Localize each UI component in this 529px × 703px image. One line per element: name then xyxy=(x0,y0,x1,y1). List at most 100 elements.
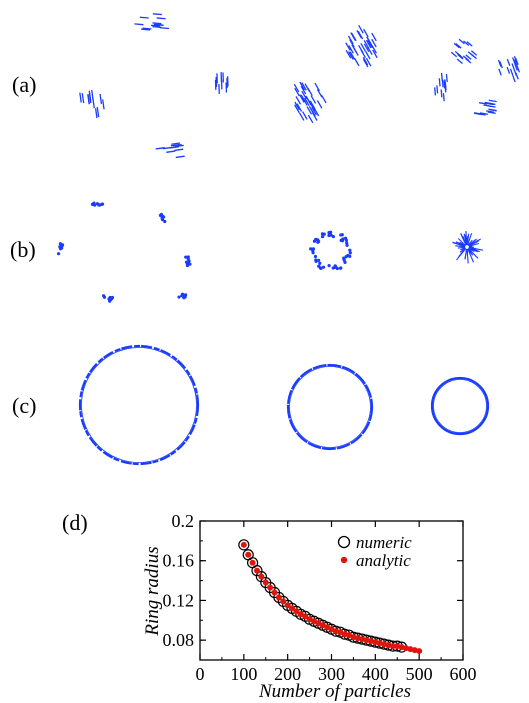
particle xyxy=(97,203,101,207)
panel-label-b: (b) xyxy=(10,237,36,262)
analytic-point xyxy=(262,579,269,586)
particle xyxy=(328,232,332,236)
particle xyxy=(457,246,466,249)
ring-particles xyxy=(78,344,200,466)
particle xyxy=(346,253,350,258)
particle xyxy=(181,294,185,298)
particle xyxy=(88,90,92,101)
particle xyxy=(339,233,343,237)
particle xyxy=(300,85,307,95)
particle xyxy=(345,49,352,59)
particle xyxy=(367,46,373,56)
legend-analytic-label: analytic xyxy=(356,551,411,570)
particle xyxy=(366,37,373,46)
x-tick-label: 100 xyxy=(230,664,257,684)
particle xyxy=(348,51,354,60)
particle xyxy=(185,262,189,266)
legend-analytic-marker xyxy=(340,556,348,564)
particle xyxy=(506,66,511,74)
particle xyxy=(367,39,373,49)
particle xyxy=(468,247,472,250)
cluster-a5 xyxy=(345,25,378,68)
particle xyxy=(443,80,446,89)
particle xyxy=(372,49,378,59)
particle xyxy=(356,30,362,39)
particle xyxy=(161,215,166,219)
particle xyxy=(362,56,369,66)
y-tick-label: 0.16 xyxy=(163,551,195,571)
particle xyxy=(452,242,466,247)
analytic-point xyxy=(275,594,282,601)
particle xyxy=(321,265,326,269)
particle xyxy=(299,94,305,103)
particle xyxy=(467,239,473,246)
particle xyxy=(102,295,107,299)
particle xyxy=(151,24,161,27)
particle xyxy=(348,248,352,252)
particle xyxy=(358,25,364,34)
cluster-a9 xyxy=(434,72,448,102)
ring-inner-edge xyxy=(289,366,371,448)
particle xyxy=(509,68,514,76)
particle xyxy=(160,27,170,30)
analytic-point xyxy=(245,551,252,558)
particle xyxy=(187,259,191,263)
analytic-point xyxy=(302,613,309,620)
particle xyxy=(360,43,366,52)
particle xyxy=(506,58,511,66)
particle xyxy=(293,83,300,93)
particle xyxy=(294,101,300,111)
particle xyxy=(516,65,521,73)
particle xyxy=(488,108,497,112)
particle xyxy=(514,59,518,67)
particle xyxy=(158,213,163,218)
particle xyxy=(497,59,502,67)
legend-numeric-marker xyxy=(337,535,351,549)
y-tick-label: 0.2 xyxy=(172,511,195,531)
particle xyxy=(134,23,144,26)
analytic-point xyxy=(240,541,247,548)
particle xyxy=(316,238,320,242)
particle xyxy=(467,248,474,256)
particle xyxy=(81,93,85,104)
ring-large xyxy=(78,344,200,466)
particle xyxy=(304,97,310,107)
particle xyxy=(363,43,370,53)
particle xyxy=(58,242,62,246)
particle xyxy=(462,55,470,61)
particle xyxy=(102,99,105,110)
cluster-a4 xyxy=(155,142,185,159)
particle xyxy=(457,53,464,60)
cluster-a3 xyxy=(214,72,229,94)
particle xyxy=(100,202,105,206)
particle xyxy=(348,251,352,255)
particle xyxy=(436,85,439,94)
x-tick-label: 300 xyxy=(318,664,345,684)
particle xyxy=(348,45,354,54)
particle xyxy=(514,63,518,71)
cluster-a7 xyxy=(450,38,478,65)
particle xyxy=(110,295,115,300)
particle xyxy=(371,45,377,54)
particle xyxy=(487,111,496,114)
particle xyxy=(365,50,371,60)
particle xyxy=(345,42,351,51)
cluster-a1 xyxy=(134,13,170,31)
particle xyxy=(466,41,473,47)
x-tick-label: 0 xyxy=(196,664,205,684)
particle xyxy=(295,96,302,105)
particle xyxy=(342,257,346,261)
particle xyxy=(362,58,369,68)
ring-medium xyxy=(286,363,374,451)
particle xyxy=(365,39,372,49)
particle xyxy=(79,92,82,103)
swarm-vortex-2 xyxy=(327,264,343,271)
particle xyxy=(108,295,112,300)
particle xyxy=(162,146,172,150)
particle xyxy=(349,51,356,60)
particle xyxy=(353,57,360,67)
analytic-point xyxy=(389,643,396,650)
particle xyxy=(312,239,317,243)
panel-label-a: (a) xyxy=(12,72,36,97)
particle xyxy=(142,27,152,30)
